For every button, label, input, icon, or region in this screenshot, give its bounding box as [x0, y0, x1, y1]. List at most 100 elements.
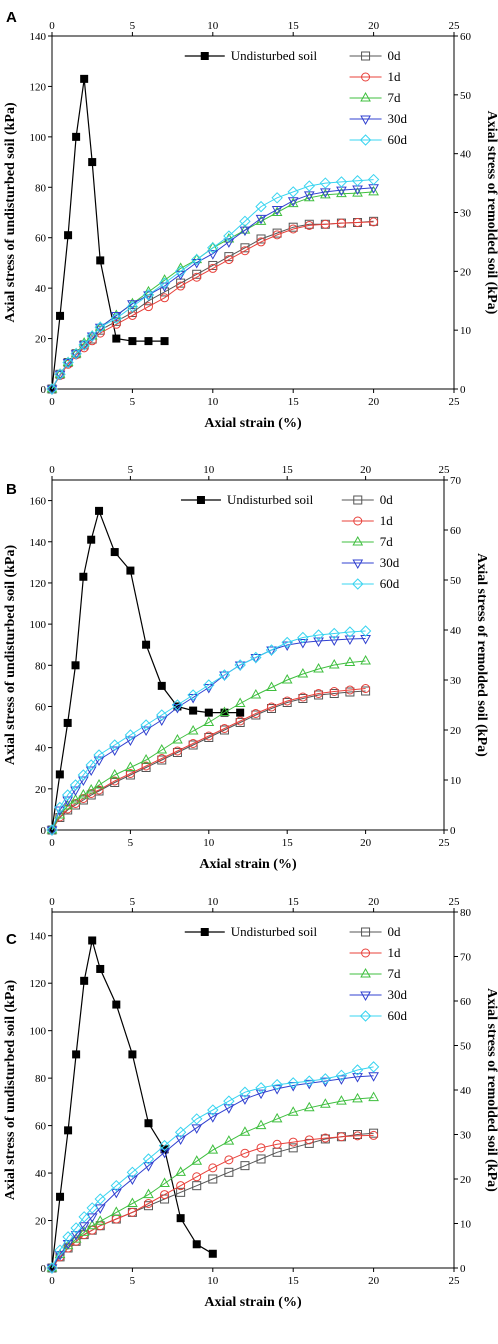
data-point [250, 651, 262, 664]
x-top-tick-label: 15 [288, 896, 300, 908]
data-point [143, 296, 153, 306]
data-point [95, 506, 104, 515]
x-tick-label: 15 [288, 396, 300, 408]
data-point [140, 726, 152, 737]
data-point [208, 1249, 217, 1258]
x-tick-label: 20 [368, 396, 380, 408]
data-point [62, 356, 74, 367]
data-point [62, 359, 74, 369]
data-point [124, 729, 137, 741]
data-point [140, 719, 152, 731]
data-point [367, 173, 380, 186]
data-point [85, 766, 97, 777]
data-point [78, 776, 89, 787]
data-point [143, 1188, 154, 1199]
data-point [313, 637, 324, 648]
legend-marker [361, 72, 371, 82]
y-right-tick-label: 60 [460, 996, 472, 1008]
data-point [176, 1187, 186, 1197]
data-point [80, 976, 89, 985]
legend-label: 7d [380, 534, 394, 549]
data-point [207, 250, 219, 260]
x-tick-label: 10 [207, 396, 219, 408]
data-point [126, 566, 135, 575]
legend-marker [360, 91, 371, 102]
series-line [51, 221, 374, 390]
y-right-axis-title: Axial stress of remolded soil (kPa) [484, 111, 498, 315]
data-point [46, 1261, 58, 1272]
x-top-tick-label: 10 [207, 896, 219, 908]
data-point [223, 1095, 235, 1107]
data-point [223, 1135, 235, 1145]
series-60d [46, 625, 372, 836]
data-point [297, 631, 309, 644]
data-point [61, 789, 74, 801]
data-point [88, 936, 97, 945]
data-point [46, 382, 58, 393]
data-point [203, 716, 215, 726]
legend-marker [200, 52, 209, 60]
data-point [304, 220, 314, 230]
y-left-tick-label: 60 [35, 233, 47, 245]
data-point [77, 769, 90, 781]
data-point [352, 1073, 363, 1083]
legend-label: 7d [388, 966, 402, 981]
data-point [265, 644, 278, 656]
panel-letter: C [6, 931, 17, 948]
data-point [85, 759, 97, 771]
data-point [96, 256, 105, 265]
series-1d [47, 217, 379, 394]
legend: Undisturbed soil 0d 1d 7d 30d 60d [184, 48, 408, 147]
data-point [360, 654, 371, 665]
x-top-tick-label: 0 [49, 896, 55, 908]
data-point [335, 176, 348, 188]
data-point [204, 731, 214, 741]
series-30d [46, 1072, 379, 1275]
y-right-tick-label: 50 [460, 90, 472, 102]
data-point [255, 200, 267, 213]
data-point [272, 230, 282, 240]
data-point [142, 640, 151, 649]
panel-letter: A [6, 9, 17, 26]
data-point [172, 746, 182, 756]
y-left-tick-label: 40 [35, 283, 47, 295]
legend-marker [352, 559, 364, 570]
y-left-tick-label: 60 [35, 1121, 47, 1133]
data-point [344, 635, 356, 646]
data-point [110, 1179, 123, 1192]
legend-marker [196, 496, 205, 504]
series-undisturbed [48, 506, 245, 834]
data-point [70, 786, 81, 797]
legend-label: Undisturbed soil [231, 924, 318, 939]
data-point [158, 277, 171, 289]
data-point [54, 368, 66, 378]
legend-marker [352, 535, 364, 546]
data-point [204, 708, 213, 717]
data-point [287, 186, 299, 198]
data-point [255, 214, 267, 225]
x-top-tick-label: 0 [49, 20, 55, 32]
data-point [207, 1113, 219, 1123]
series-line [51, 1066, 374, 1269]
data-point [353, 218, 363, 228]
data-point [297, 639, 309, 649]
data-point [187, 724, 199, 735]
y-left-tick-label: 100 [30, 1026, 47, 1038]
series-7d [46, 654, 371, 834]
legend-marker [353, 495, 363, 505]
legend-label: 60d [388, 1008, 408, 1023]
x-tick-label: 10 [207, 1275, 219, 1287]
y-left-tick-label: 80 [35, 182, 47, 194]
y-left-axis-title: Axial stress of undisturbed soil (kPa) [3, 980, 18, 1201]
data-point [69, 779, 82, 791]
data-point [345, 685, 355, 695]
data-point [240, 243, 250, 253]
data-point [142, 289, 155, 301]
data-point [46, 385, 58, 396]
data-point [125, 761, 136, 771]
data-point [86, 1219, 98, 1230]
legend-marker [360, 115, 371, 126]
data-point [351, 1064, 364, 1076]
data-point [282, 696, 292, 706]
legend-label: 0d [388, 48, 402, 63]
